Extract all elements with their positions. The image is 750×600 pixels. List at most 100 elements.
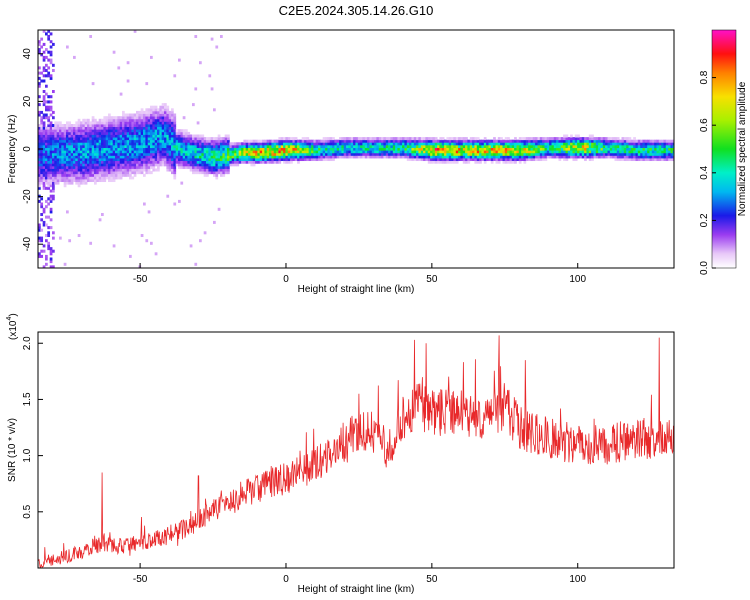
spectrogram-cell (339, 139, 342, 143)
spectrogram-cell (173, 168, 177, 172)
spectrogram-cell (73, 179, 76, 183)
spectrogram-cell (262, 150, 265, 154)
spectrogram-cell (112, 124, 116, 128)
spectrogram-cell (614, 139, 618, 143)
spectrogram-cell (217, 147, 221, 151)
spectrogram-cell (283, 158, 286, 162)
spectrogram-cell (59, 168, 62, 172)
colorbar-tick-label: 0.2 (699, 213, 710, 227)
spectrogram-cell (276, 139, 279, 143)
spectrogram-cell (47, 244, 51, 248)
spectrogram-cell (276, 155, 279, 159)
spectrogram-cell (332, 139, 335, 143)
spectrogram-cell (171, 124, 174, 128)
spectrogram-cell (138, 126, 142, 130)
spectrogram-cell (458, 158, 461, 162)
spectrogram-cell (89, 152, 93, 156)
spectrogram-cell (38, 126, 41, 130)
spectrogram-cell (103, 124, 107, 128)
spectrogram-cell (453, 139, 457, 143)
spectrogram-cell (234, 147, 237, 151)
spectrogram-cell (42, 124, 46, 128)
spectrogram-cell (138, 165, 142, 169)
spectrogram-cell (343, 142, 347, 146)
spectrogram-cell (203, 165, 207, 169)
spectrogram-cell (131, 139, 135, 143)
spectrogram-cell (266, 150, 270, 154)
spectrogram-cell (619, 155, 622, 159)
spectrogram-cell (262, 142, 265, 146)
spectrogram-cell (89, 121, 93, 125)
spectrogram-cell (98, 163, 102, 167)
spectrogram-cell (180, 134, 184, 138)
spectrogram-cell (180, 129, 184, 133)
spectrogram-cell (430, 145, 433, 149)
spectrogram-cell (161, 103, 165, 107)
spectrogram-cell (87, 158, 90, 162)
spectrogram-cell (374, 145, 377, 149)
spectrogram-cell (131, 158, 135, 162)
spectrogram-cell (208, 163, 212, 167)
spectrogram-cell (402, 137, 405, 141)
spectrogram-cell (119, 155, 123, 159)
spectrogram-cell (54, 126, 58, 130)
spectrogram-cell (451, 145, 454, 149)
spectrogram-cell (672, 147, 674, 151)
spectrogram-cell (98, 176, 102, 180)
spectrogram-cell (49, 199, 53, 203)
spectrogram-cell (175, 155, 179, 159)
spectrogram-cell (332, 155, 335, 159)
spectrogram-cell (140, 131, 144, 135)
spectrogram-cell (378, 152, 382, 156)
spectrogram-cell (346, 142, 349, 146)
spectrogram-cell (497, 152, 501, 156)
spectrogram-cell (45, 152, 48, 156)
spectrogram-cell (416, 142, 419, 146)
spectrogram-cell (257, 142, 261, 146)
spectrogram-cell (544, 137, 548, 141)
spectrogram-cell (598, 152, 601, 156)
spectrogram-cell (49, 50, 53, 54)
spectrogram-cell (157, 168, 160, 172)
spectrogram-cell (227, 165, 230, 169)
spectrogram-cell (350, 137, 354, 141)
spectrogram-cell (416, 155, 419, 159)
spectrogram-cell (563, 147, 566, 151)
spectrogram-cell (665, 150, 669, 154)
spectrogram-cell (122, 158, 125, 162)
spectrogram-cell (206, 171, 209, 175)
spectrogram-cell (364, 155, 368, 159)
spectrogram-cell (117, 152, 121, 156)
spectrogram-cell (47, 100, 51, 104)
spectrogram-cell (143, 145, 146, 149)
spectrogram-cell (558, 145, 562, 149)
spectrogram-cell (439, 155, 443, 159)
spectrogram-cell (136, 124, 139, 128)
spectrogram-cell (185, 134, 188, 138)
spectrogram-cell (40, 142, 44, 146)
spectrogram-cell (61, 155, 65, 159)
spectrogram-cell (467, 145, 471, 149)
spectrogram-cell (131, 118, 135, 122)
spectrogram-cell (304, 158, 307, 162)
spectrogram-cell (371, 155, 375, 159)
spectrogram-cell (40, 228, 44, 232)
spectrogram-cell (98, 173, 102, 177)
spectrogram-cell (588, 142, 592, 146)
spectrogram-cell (42, 113, 46, 117)
spectrogram-cell (94, 163, 97, 167)
spectrogram-cell (455, 155, 459, 159)
spectrogram-cell (467, 142, 471, 146)
spectrogram-cell (626, 137, 629, 141)
spectrogram-cell (486, 142, 489, 146)
spectrogram-cell (161, 147, 165, 151)
spectrogram-cell (626, 158, 629, 162)
spectrogram-cell (143, 163, 146, 167)
spectrogram-cell (523, 150, 527, 154)
spectrogram-cell (329, 147, 333, 151)
spectrogram-cell (38, 95, 41, 99)
spectrogram-cell (131, 126, 135, 130)
spectrogram-cell (455, 150, 459, 154)
spectrogram-cell (661, 158, 664, 162)
spectrogram-cell (126, 171, 130, 175)
